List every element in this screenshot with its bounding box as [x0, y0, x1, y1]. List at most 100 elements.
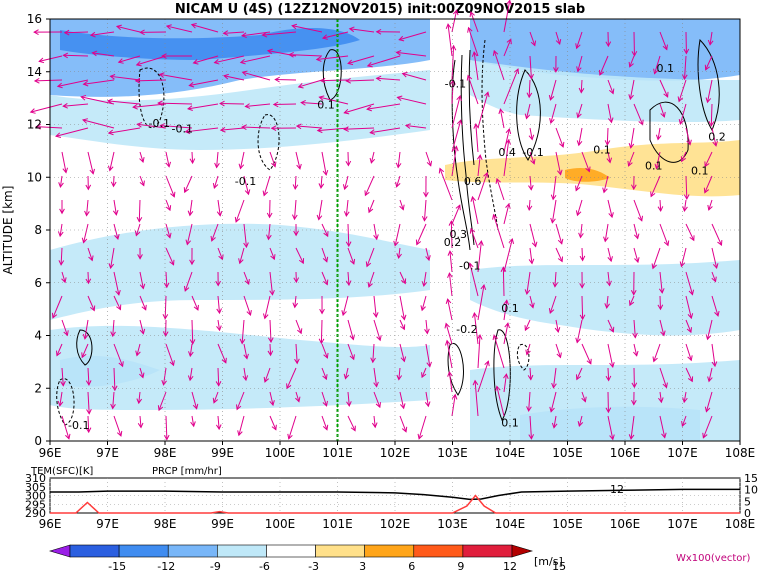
colorbar-units: [m/s] — [534, 555, 563, 568]
panel-x-tick-label: 102E — [380, 517, 411, 531]
contour-label: -0.1 — [149, 117, 170, 130]
x-tick-label: 96E — [39, 446, 62, 460]
y-tick-label: 16 — [27, 12, 42, 26]
panel-x-tick-label: 108E — [725, 517, 756, 531]
colorbar-cell — [217, 545, 266, 557]
x-tick-label: 99E — [211, 446, 234, 460]
wind-arrow-shaft — [63, 55, 88, 56]
colorbar-label: -12 — [157, 560, 175, 573]
contour-label: 0.4 — [498, 146, 516, 159]
x-axis-main: 96E 97E 98E 99E 100E 101E 102E 103E 104E 105E 106E… — [39, 441, 756, 460]
panel-x-tick-label: 106E — [610, 517, 641, 531]
contour-label: -0.1 — [68, 419, 89, 432]
panel-x-tick-label: 105E — [552, 517, 583, 531]
x-tick-label: 106E — [610, 446, 641, 460]
panel-x-tick-label: 107E — [667, 517, 698, 531]
panel-x-tick-label: 103E — [437, 517, 468, 531]
y-axis-label: ALTITUDE [km] — [1, 186, 15, 275]
colorbar-label: 3 — [359, 560, 366, 573]
wind-arrow-shaft — [275, 79, 296, 80]
x-tick-label: 102E — [380, 446, 411, 460]
x-axis-panel: 96E 97E 98E 99E 100E 101E 102E 103E 104E 105E 106E… — [39, 517, 756, 531]
x-tick-label: 105E — [552, 446, 583, 460]
y-tick-label: 6 — [34, 276, 42, 290]
colorbar-cell — [119, 545, 168, 557]
contour-label: 0.1 — [691, 165, 709, 178]
y-tick-label: 2 — [34, 381, 42, 395]
contour-label: -0.1 — [235, 175, 256, 188]
colorbar-label: 6 — [408, 560, 415, 573]
x-tick-label: 107E — [667, 446, 698, 460]
wind-arrow-shaft — [582, 296, 583, 319]
wind-arrow-shaft — [321, 80, 348, 81]
x-tick-label: 103E — [437, 446, 468, 460]
contour-label: 0.2 — [444, 236, 462, 249]
wind-arrow-shaft — [608, 368, 609, 380]
colorbar-cell — [365, 545, 414, 557]
wind-arrow-shaft — [218, 368, 219, 386]
colorbar-cell — [168, 545, 217, 557]
wind-arrow-shaft — [220, 103, 244, 104]
y-tick-label: 8 — [34, 223, 42, 237]
colorbar-label: 12 — [503, 560, 517, 573]
x-tick-label: 97E — [96, 446, 119, 460]
colorbar-low-triangle — [50, 545, 70, 557]
y-tick-label: 14 — [27, 65, 42, 79]
y-tick-label: 0 — [34, 434, 42, 448]
panel-x-tick-label: 98E — [154, 517, 177, 531]
contour-label: -0.1 — [459, 260, 480, 273]
y-tick-label: 4 — [34, 329, 42, 343]
colorbar-label: -3 — [308, 560, 319, 573]
panel-x-tick-label: 100E — [265, 517, 296, 531]
colorbar-cell — [266, 545, 315, 557]
colorbar-label: 9 — [457, 560, 464, 573]
panel-annotation: 12 — [610, 483, 624, 496]
y-tick-label: 12 — [27, 118, 42, 132]
x-tick-label: 101E — [322, 446, 353, 460]
x-tick-label: 108E — [725, 446, 756, 460]
y-tick-label: 10 — [27, 170, 42, 184]
wind-arrow-shaft — [192, 320, 193, 344]
panel-x-tick-label: 99E — [211, 517, 234, 531]
colorbar-high-triangle — [512, 545, 532, 557]
panel-x-tick-label: 96E — [39, 517, 62, 531]
wind-arrow-shaft — [607, 128, 608, 145]
contour-label: 0.1 — [593, 144, 611, 157]
contour-label: -0.1 — [445, 78, 466, 91]
x-tick-label: 98E — [154, 446, 177, 460]
colorbar-label: -15 — [108, 560, 126, 573]
colorbar-cells — [50, 545, 532, 557]
prcp-axis-label: PRCP [mm/hr] — [152, 466, 222, 477]
contour-label: -0.2 — [456, 323, 477, 336]
contour-label: 0.1 — [645, 159, 663, 172]
colorbar-cell — [414, 545, 463, 557]
contour-label: -0.1 — [522, 146, 543, 159]
y-axis-main: 0 2 4 6 8 10 12 14 16 — [27, 12, 50, 448]
colorbar-label: -9 — [210, 560, 221, 573]
colorbar-label: -6 — [259, 560, 270, 573]
colorbar-cell — [463, 545, 512, 557]
colorbar-cell — [316, 545, 365, 557]
surface-panel: TEM(SFC)[K] PRCP [mm/hr] 12 310305300295… — [25, 466, 758, 531]
x-tick-label: 100E — [265, 446, 296, 460]
wind-arrow-shaft — [503, 267, 504, 296]
contour-label: 0.2 — [708, 130, 726, 143]
wind-arrow-shaft — [88, 272, 89, 283]
panel-x-tick-label: 97E — [96, 517, 119, 531]
panel-x-tick-label: 104E — [495, 517, 526, 531]
chart-title: NICAM U (4S) (12Z12NOV2015) init:00Z09NO… — [175, 2, 585, 17]
colorbar-cell — [70, 545, 119, 557]
x-tick-label: 104E — [495, 446, 526, 460]
contour-label: 0.1 — [657, 62, 675, 75]
panel-x-tick-label: 101E — [322, 517, 353, 531]
wind-arrow-shaft — [321, 320, 322, 343]
vector-scale-label: Wx100(vector) — [676, 553, 751, 564]
wind-arrow-shaft — [582, 248, 583, 260]
